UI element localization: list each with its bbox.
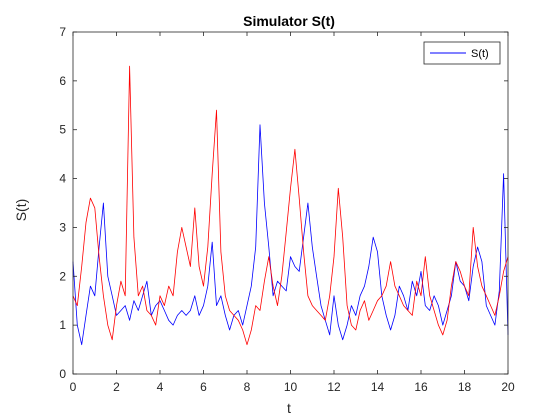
x-tick-label: 18 (458, 380, 472, 394)
y-tick-label: 3 (59, 220, 66, 234)
y-tick-label: 6 (59, 74, 66, 88)
x-tick-label: 12 (327, 380, 341, 394)
series-line-blue (72, 124, 509, 346)
y-axis-label: S(t) (13, 199, 29, 222)
y-tick-label: 7 (59, 25, 66, 39)
y-tick-label: 2 (59, 269, 66, 283)
chart-title: Simulator S(t) (243, 13, 335, 29)
x-axis-label: t (287, 400, 291, 416)
x-tick-label: 10 (284, 380, 298, 394)
x-tick-label: 16 (414, 380, 428, 394)
y-tick-label: 4 (59, 172, 66, 186)
legend-label: S(t) (471, 48, 489, 60)
x-tick-label: 14 (371, 380, 385, 394)
y-tick-label: 5 (59, 123, 66, 137)
x-tick-label: 20 (501, 380, 515, 394)
x-tick-label: 0 (70, 380, 77, 394)
series-line-red (72, 65, 509, 346)
y-tick-label: 0 (59, 367, 66, 381)
x-tick-label: 4 (157, 380, 164, 394)
x-tick-label: 6 (200, 380, 207, 394)
y-tick-label: 1 (59, 318, 66, 332)
x-tick-label: 2 (113, 380, 120, 394)
x-tick-label: 8 (244, 380, 251, 394)
